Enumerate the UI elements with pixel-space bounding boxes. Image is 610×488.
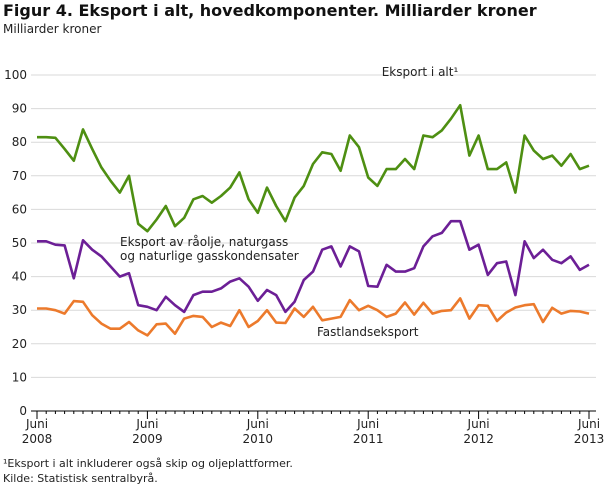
y-tick-label: 50: [12, 236, 27, 250]
source: Kilde: Statistisk sentralbyrå.: [3, 472, 158, 485]
x-tick-label: Juni 2009: [132, 417, 163, 446]
y-tick-label: 10: [12, 370, 27, 384]
y-tick-label: 0: [19, 404, 27, 418]
y-tick-label: 100: [4, 68, 27, 82]
x-tick-label: Juni 2011: [353, 417, 384, 446]
x-tick-label: Juni 2012: [463, 417, 494, 446]
y-axis-label: Milliarder kroner: [3, 22, 101, 36]
series-line: [37, 219, 590, 314]
chart-title: Figur 4. Eksport i alt, hovedkomponenter…: [3, 1, 537, 20]
y-tick-label: 60: [12, 202, 27, 216]
x-tick-label: Juni 2010: [243, 417, 274, 446]
y-tick-label: 30: [12, 303, 27, 317]
y-tick-label: 80: [12, 135, 27, 149]
y-tick-label: 70: [12, 169, 27, 183]
series-line: [37, 103, 590, 233]
y-tick-label: 20: [12, 337, 27, 351]
series-label: Eksport i alt¹: [382, 65, 459, 79]
series-label: og naturlige gasskondensater: [120, 249, 299, 263]
y-tick-label: 90: [12, 102, 27, 116]
x-tick-label: Juni 2008: [22, 417, 53, 446]
y-tick-label: 40: [12, 270, 27, 284]
series-line: [37, 297, 590, 337]
footnote: ¹Eksport i alt inkluderer også skip og o…: [3, 457, 293, 470]
x-tick-label: Juni 2013: [574, 417, 605, 446]
series-label: Fastlandseksport: [317, 325, 419, 339]
series-label: Eksport av råolje, naturgass: [120, 235, 288, 249]
